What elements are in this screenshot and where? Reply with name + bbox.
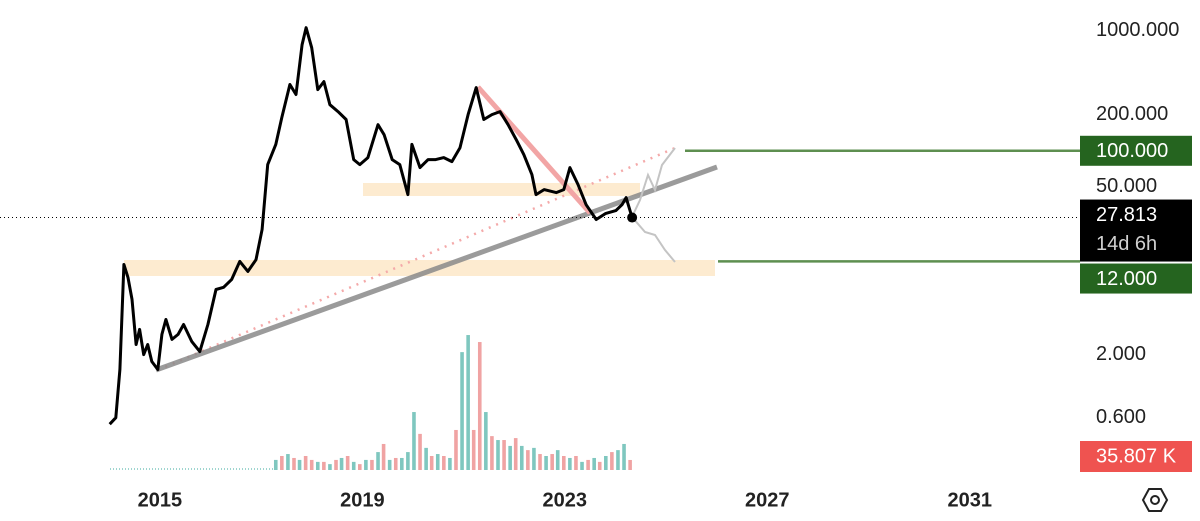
x-tick-label: 2031 [948,489,993,511]
volume-bar [580,461,584,470]
volume-bar [429,456,434,470]
volume-bar [358,464,362,470]
y-tick-label: 50.000 [1096,175,1157,197]
volume-bar [592,457,596,470]
price-line-series [108,26,634,426]
volume-bar [586,459,590,470]
volume-bar [322,461,326,470]
volume-bar [376,452,380,470]
x-tick-label: 2015 [138,489,183,511]
volume-bar [496,440,500,470]
volume-bar [370,459,374,470]
volume-bar [466,335,470,470]
volume-bar [364,459,368,470]
volume-bar [315,461,320,470]
volume-bar [490,436,494,470]
volume-bar [484,412,488,470]
y-tick-label: 200.000 [1096,103,1168,125]
volume-bar [297,459,302,470]
volume-bar [387,459,392,470]
volume-bar [448,457,452,470]
volume-bar [280,456,284,470]
volume-bar [622,443,626,470]
countdown-label: 14d 6h [1096,233,1157,255]
volume-bar [442,456,446,470]
volume-bar [628,459,632,470]
volume-bar [460,352,464,470]
icon-circle [1150,495,1160,505]
trendline-down [476,85,592,215]
volume-bar [597,461,602,470]
volume-bar [309,459,314,470]
price-tag-label: 100.000 [1096,140,1168,162]
price-tag-label: 27.813 [1096,204,1157,226]
volume-bar [292,457,296,470]
volume-bar [424,447,428,470]
volume-bar [345,456,350,470]
last-point [627,212,638,223]
icon-hexagon [1141,488,1169,512]
projection-down [631,216,676,263]
volume-bar [351,461,356,470]
trendline-dotted [157,146,676,372]
volume-bar [477,342,482,470]
volume-bar [502,440,506,470]
volume-tag-label: 35.807 K [1096,445,1177,467]
y-tick-label: 0.600 [1096,406,1146,428]
volume-bar [508,445,512,470]
y-tick-label: 1000.000 [1096,19,1179,41]
volume-bar [328,464,332,470]
volume-bar [550,454,554,470]
x-tick-label: 2019 [340,489,385,511]
price-tag [1080,199,1192,262]
volume-bar [400,457,404,470]
volume-bar [561,456,566,470]
volume-bar [334,459,338,470]
volume-bar [406,452,410,470]
volume-bar [286,454,290,470]
settings-icon[interactable] [1141,488,1169,512]
volume-bar [544,456,548,470]
volume-bar [381,443,386,470]
volume-bar [454,429,458,470]
price-tag [1080,135,1192,166]
volume-bar [513,438,518,470]
volume-bar [555,450,560,470]
volume-bar [303,456,308,470]
price-tag-label: 12.000 [1096,268,1157,290]
volume-bar [412,412,416,470]
volume-bar [526,450,530,470]
volume-tag [1080,441,1192,472]
volume-bar [418,433,422,470]
volume-bar [435,454,440,470]
price-tag [1080,263,1192,294]
volume-bar [519,445,524,470]
y-tick-label: 2.000 [1096,343,1146,365]
volume-bar [538,454,542,470]
volume-bar [604,456,608,470]
x-tick-label: 2023 [543,489,588,511]
volume-bar [574,456,578,470]
volume-bar [532,447,536,470]
volume-bar [616,450,620,470]
volume-bar [339,457,344,470]
volume-bar [273,459,278,470]
zone [124,260,715,276]
volume-bar [393,457,398,470]
projection-up [631,147,676,218]
volume-bar [568,457,572,470]
x-tick-label: 2027 [745,489,790,511]
volume-bar [471,429,476,470]
volume-bar [610,452,614,470]
